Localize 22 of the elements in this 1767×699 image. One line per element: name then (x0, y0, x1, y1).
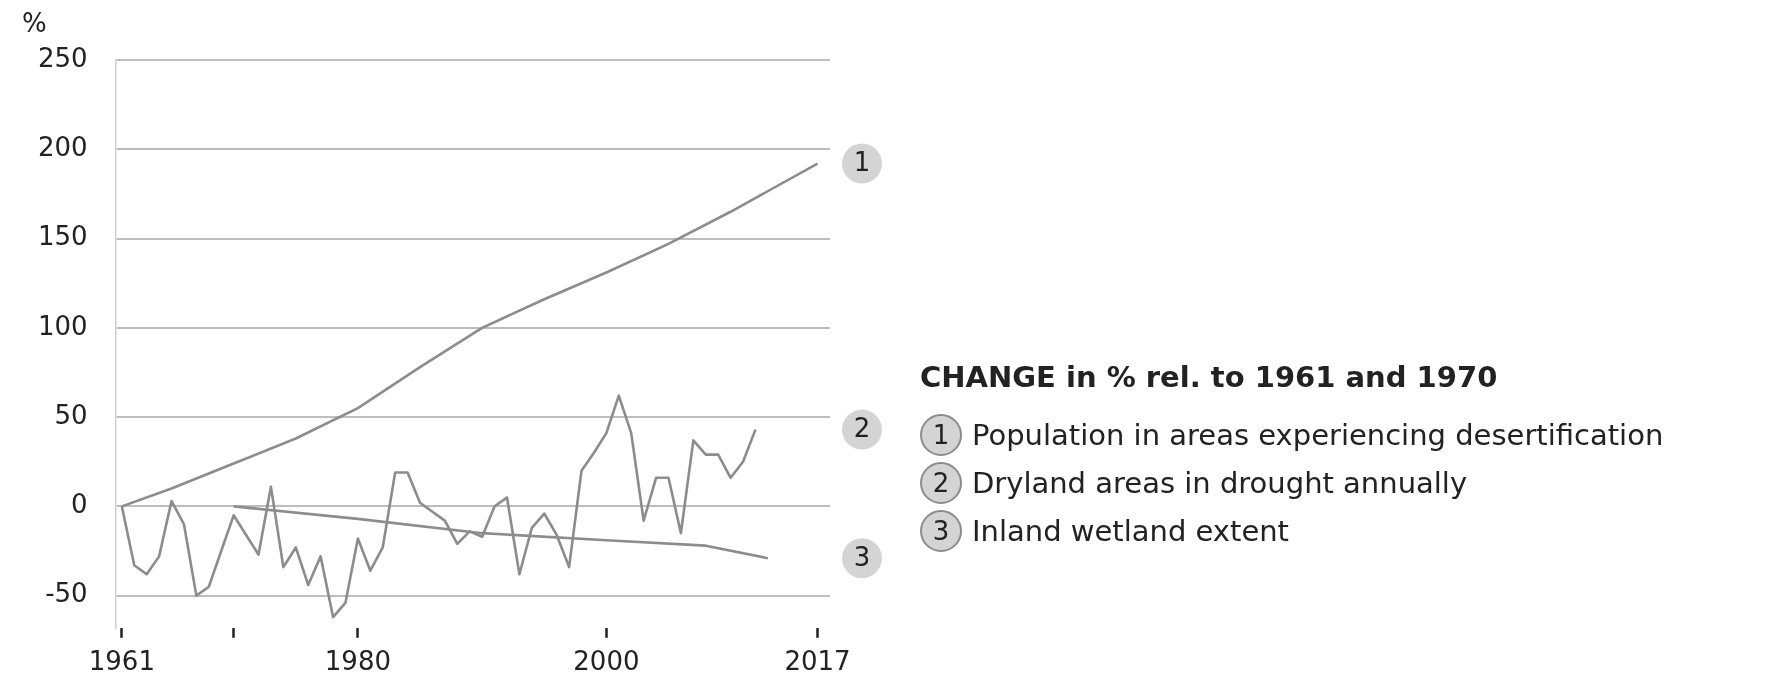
legend-label: Dryland areas in drought annually (972, 466, 1468, 500)
y-axis-title: % (22, 8, 47, 38)
text: 3 (932, 516, 950, 546)
y-tick-label: 0 (71, 489, 88, 520)
text: 2 (853, 413, 871, 444)
legend-label: Inland wetland extent (972, 514, 1289, 548)
x-tick-label: 2000 (573, 646, 640, 677)
y-tick-label: 50 (54, 399, 88, 430)
x-tick-label: 2017 (784, 646, 851, 677)
legend-label: Population in areas experiencing desertification (972, 418, 1664, 452)
legend-title: CHANGE in % rel. to 1961 and 1970 (920, 360, 1499, 394)
y-tick-label: 100 (37, 310, 88, 341)
x-tick-label: 1961 (88, 646, 155, 677)
text: 1 (932, 420, 950, 450)
y-tick-label: 150 (37, 221, 88, 252)
x-tick-label: 1980 (324, 646, 391, 677)
y-tick-label: -50 (45, 578, 88, 609)
text: 1 (853, 147, 871, 178)
text: 3 (853, 541, 871, 572)
y-tick-label: 200 (37, 132, 88, 163)
y-tick-label: 250 (37, 42, 88, 73)
text: 2 (932, 468, 950, 498)
